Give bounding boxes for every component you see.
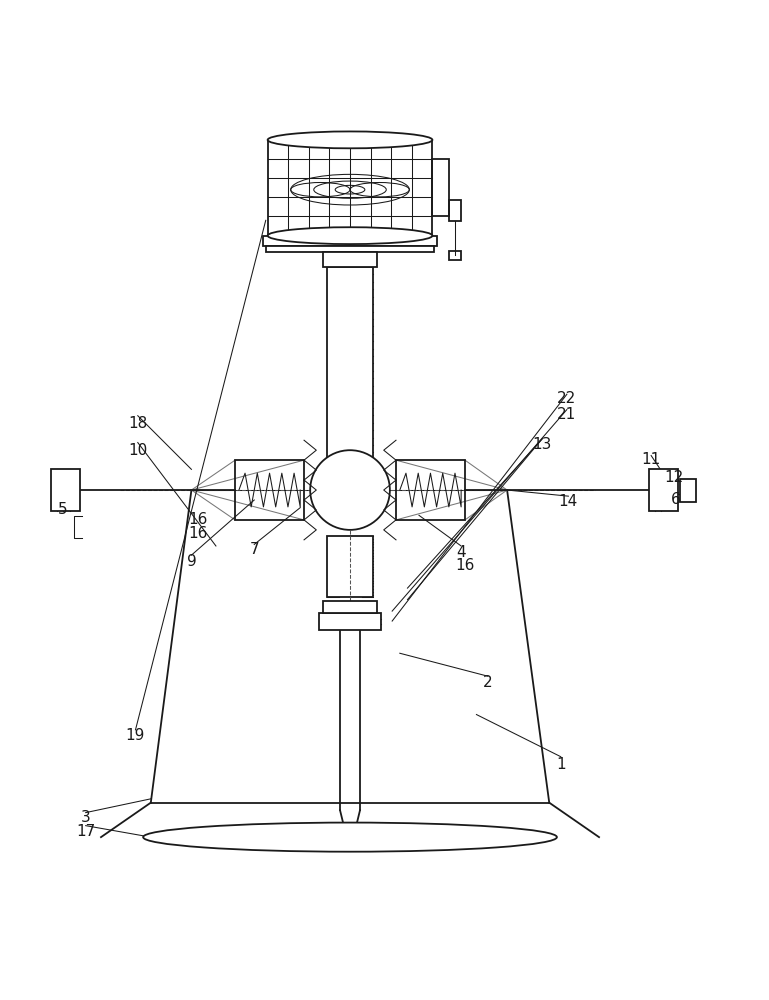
Bar <box>52 469 80 511</box>
Bar <box>327 267 373 475</box>
Bar <box>268 140 432 236</box>
Text: 19: 19 <box>126 728 145 743</box>
Text: 9: 9 <box>187 554 196 569</box>
Bar <box>396 460 465 520</box>
Text: 14: 14 <box>559 494 578 509</box>
Ellipse shape <box>143 823 557 852</box>
Bar <box>449 200 461 221</box>
Text: 16: 16 <box>188 526 207 541</box>
Text: 16: 16 <box>188 512 207 527</box>
Text: 12: 12 <box>664 470 684 485</box>
Bar <box>319 613 381 630</box>
Text: 5: 5 <box>58 502 68 517</box>
Ellipse shape <box>268 227 432 244</box>
Bar <box>649 469 678 511</box>
Bar <box>432 159 449 216</box>
Text: 6: 6 <box>671 492 681 508</box>
Ellipse shape <box>310 450 390 530</box>
Bar <box>323 601 377 613</box>
Text: 1: 1 <box>556 757 565 772</box>
Bar <box>263 236 437 246</box>
Text: 11: 11 <box>641 452 661 467</box>
Ellipse shape <box>268 131 432 148</box>
Text: 22: 22 <box>558 391 577 406</box>
Bar <box>266 246 434 252</box>
Text: 4: 4 <box>456 545 466 560</box>
Bar <box>235 460 304 520</box>
Text: 3: 3 <box>81 810 91 825</box>
Text: 21: 21 <box>558 407 577 422</box>
Bar <box>449 251 461 260</box>
Text: 2: 2 <box>483 675 493 690</box>
Text: 17: 17 <box>76 824 95 839</box>
Bar <box>327 536 373 597</box>
Text: 7: 7 <box>249 542 259 557</box>
Text: 13: 13 <box>533 437 552 452</box>
Text: 16: 16 <box>455 558 474 573</box>
Text: 18: 18 <box>128 416 148 431</box>
Text: 10: 10 <box>128 443 148 458</box>
Bar <box>681 479 696 502</box>
Bar <box>323 252 377 267</box>
